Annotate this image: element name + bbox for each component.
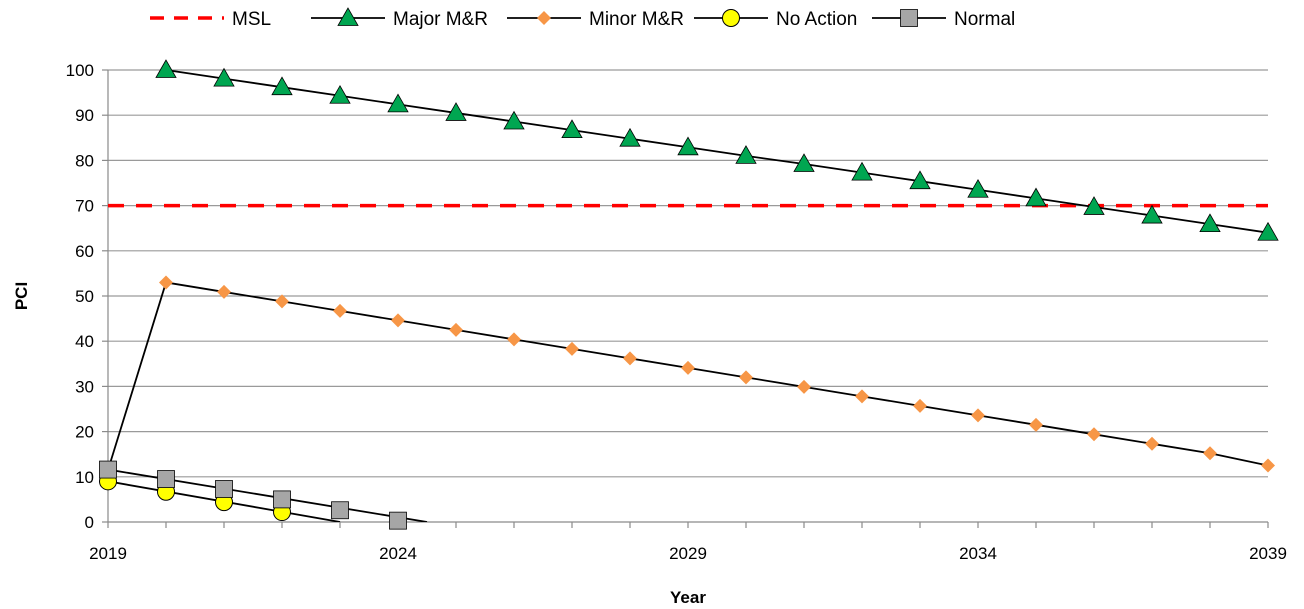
data-point-major-m-r xyxy=(561,119,583,139)
y-tick-label: 50 xyxy=(75,287,94,306)
data-point-minor-m-r xyxy=(1145,436,1159,451)
data-point-minor-m-r xyxy=(1087,427,1101,442)
data-point-normal xyxy=(273,490,291,509)
legend-label-minor-m-r: Minor M&R xyxy=(589,9,684,30)
data-point-normal xyxy=(331,501,349,520)
x-tick-label: 2024 xyxy=(379,544,417,563)
y-tick-label: 80 xyxy=(75,151,94,170)
legend-marker-no-action xyxy=(722,9,740,27)
x-axis-title: Year xyxy=(670,588,706,607)
data-point-major-m-r xyxy=(1083,196,1105,215)
data-point-major-m-r xyxy=(1025,187,1047,207)
data-point-major-m-r xyxy=(967,178,989,198)
data-point-minor-m-r xyxy=(1029,417,1043,432)
data-point-minor-m-r xyxy=(217,284,231,299)
data-point-major-m-r xyxy=(387,93,409,113)
data-point-minor-m-r xyxy=(507,332,521,347)
legend-label-normal: Normal xyxy=(954,9,1015,30)
data-point-minor-m-r xyxy=(1261,458,1275,473)
data-point-major-m-r xyxy=(329,84,351,104)
data-point-major-m-r xyxy=(271,76,293,96)
series xyxy=(99,59,1279,530)
x-tick-label: 2034 xyxy=(959,544,997,563)
data-point-minor-m-r xyxy=(565,341,579,356)
data-point-minor-m-r xyxy=(855,389,869,404)
data-point-minor-m-r xyxy=(681,360,695,375)
data-point-minor-m-r xyxy=(1203,446,1217,461)
data-point-minor-m-r xyxy=(449,322,463,337)
legend-label-major-m-r: Major M&R xyxy=(393,9,488,30)
x-tick-label: 2039 xyxy=(1249,544,1287,563)
y-tick-label: 20 xyxy=(75,423,94,442)
data-point-major-m-r xyxy=(445,102,467,121)
data-point-minor-m-r xyxy=(971,408,985,423)
tick-labels: 0 10 20 30 40 50 60 70 80 90 100 2019 2024 2029 2034 20… xyxy=(66,61,1287,563)
data-point-normal xyxy=(99,460,117,479)
x-tick-label: 2029 xyxy=(669,544,707,563)
y-axis-title: PCI xyxy=(12,282,31,310)
y-tick-label: 10 xyxy=(75,468,94,487)
data-point-major-m-r xyxy=(1199,213,1221,233)
data-point-major-m-r xyxy=(909,170,931,190)
legend-label-no-action: No Action xyxy=(776,9,857,30)
data-point-normal xyxy=(157,470,175,488)
data-point-minor-m-r xyxy=(275,294,289,309)
legend-marker-normal xyxy=(900,9,918,27)
series-line-minor-m-r xyxy=(108,281,1268,471)
data-point-major-m-r xyxy=(851,161,873,181)
data-point-minor-m-r xyxy=(623,351,637,366)
data-point-major-m-r xyxy=(155,59,177,78)
axes xyxy=(102,69,1269,528)
data-point-major-m-r xyxy=(213,67,235,87)
legend: MSL Major M&R Minor M&R No Action Normal xyxy=(150,7,1015,30)
data-point-minor-m-r xyxy=(913,398,927,413)
data-point-normal xyxy=(215,480,233,498)
data-point-minor-m-r xyxy=(333,303,347,318)
data-point-major-m-r xyxy=(503,110,525,130)
data-point-minor-m-r xyxy=(797,379,811,394)
data-point-major-m-r xyxy=(793,153,815,172)
data-point-minor-m-r xyxy=(739,370,753,385)
legend-marker-major-m-r xyxy=(337,7,359,26)
x-tick-label: 2019 xyxy=(89,544,127,563)
series-line-major-m-r xyxy=(165,70,1268,234)
data-point-normal xyxy=(389,511,407,530)
gridlines xyxy=(108,69,1268,478)
data-point-major-m-r xyxy=(735,145,757,164)
y-tick-label: 60 xyxy=(75,242,94,261)
y-tick-label: 0 xyxy=(85,513,94,532)
data-point-minor-m-r xyxy=(391,313,405,328)
y-tick-label: 70 xyxy=(75,197,94,216)
legend-marker-minor-m-r xyxy=(537,11,551,25)
y-tick-label: 40 xyxy=(75,332,94,351)
data-point-major-m-r xyxy=(1141,204,1163,224)
series-line-normal xyxy=(108,468,428,522)
data-point-major-m-r xyxy=(619,127,641,147)
y-tick-label: 30 xyxy=(75,377,94,396)
data-point-major-m-r xyxy=(677,136,699,156)
legend-label-msl: MSL xyxy=(232,9,271,30)
data-point-major-m-r xyxy=(1257,221,1279,241)
y-tick-label: 100 xyxy=(66,61,94,80)
y-tick-label: 90 xyxy=(75,106,94,125)
data-point-minor-m-r xyxy=(159,275,173,290)
